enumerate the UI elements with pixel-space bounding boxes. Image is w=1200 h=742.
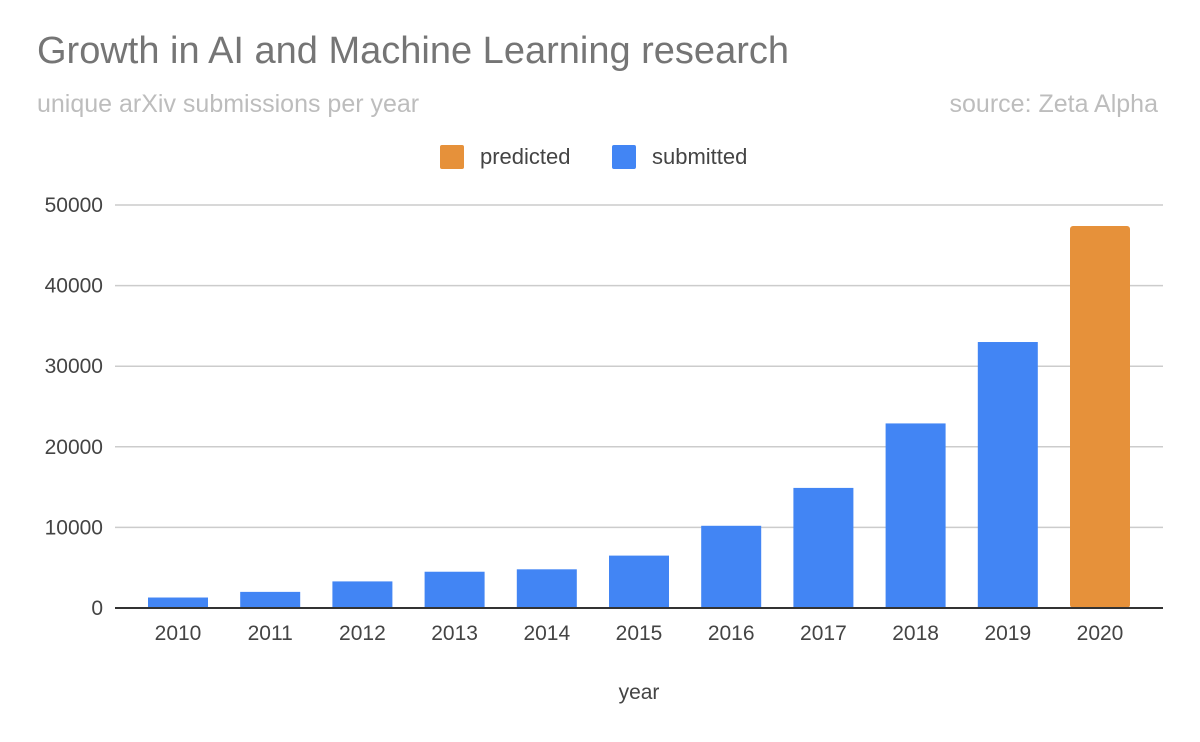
bar-submitted-2019 — [977, 342, 1038, 608]
x-axis-ticks: 2010 2011 2012 2013 2014 2015 2016 2017 2018 2019… — [155, 622, 1124, 645]
chart-title: Growth in AI and Machine Learning resear… — [37, 30, 789, 72]
bar-submitted-2013 — [424, 571, 485, 608]
chart-source: source: Zeta Alpha — [949, 90, 1158, 118]
bar-submitted-2017 — [793, 487, 854, 608]
x-tick-label: 2017 — [800, 622, 847, 645]
x-tick-label: 2014 — [523, 622, 570, 645]
x-axis-label: year — [619, 681, 660, 704]
bar-submitted-2016 — [701, 525, 762, 608]
y-tick-label: 10000 — [45, 516, 103, 539]
bar-submitted-2018 — [885, 423, 946, 608]
x-tick-label: 2013 — [431, 622, 478, 645]
y-tick-label: 30000 — [45, 355, 103, 378]
x-tick-label: 2018 — [892, 622, 939, 645]
bar-submitted-2015 — [609, 555, 669, 608]
legend-label-submitted: submitted — [652, 144, 747, 169]
legend-swatch-predicted — [440, 145, 464, 169]
bar-submitted-2014 — [516, 569, 577, 608]
bar-submitted-2010 — [148, 597, 208, 608]
legend: predicted submitted — [440, 144, 747, 169]
y-tick-label: 20000 — [45, 436, 103, 459]
x-tick-label: 2016 — [708, 622, 755, 645]
y-tick-label: 50000 — [45, 194, 103, 217]
bars — [148, 225, 1130, 608]
x-tick-label: 2019 — [984, 622, 1031, 645]
legend-swatch-submitted — [612, 145, 636, 169]
bar-submitted-2011 — [240, 591, 301, 608]
y-tick-label: 40000 — [45, 275, 103, 298]
x-tick-label: 2012 — [339, 622, 386, 645]
y-axis-ticks: 0 10000 20000 30000 40000 50000 — [45, 194, 103, 620]
x-tick-label: 2010 — [155, 622, 202, 645]
y-tick-label: 0 — [91, 597, 103, 620]
legend-label-predicted: predicted — [480, 144, 571, 169]
bar-predicted-2020 — [1070, 225, 1130, 608]
x-tick-label: 2011 — [248, 622, 293, 645]
x-tick-label: 2015 — [616, 622, 663, 645]
x-tick-label: 2020 — [1077, 622, 1124, 645]
chart-subtitle: unique arXiv submissions per year — [37, 90, 420, 118]
bar-submitted-2012 — [332, 581, 393, 608]
